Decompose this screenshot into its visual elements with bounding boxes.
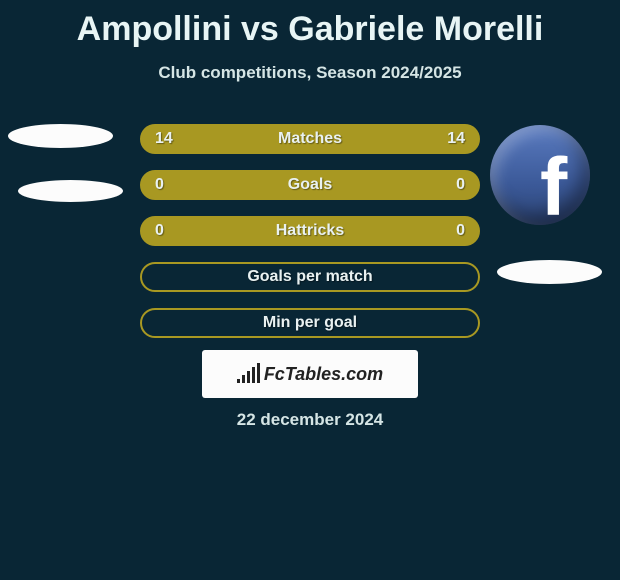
logo-text: FcTables.com bbox=[264, 364, 383, 385]
stat-left-value: 14 bbox=[155, 130, 181, 148]
right-avatar-placeholder bbox=[497, 260, 602, 284]
stat-row-goals-per-match: Goals per match bbox=[140, 262, 480, 292]
stat-row-min-per-goal: Min per goal bbox=[140, 308, 480, 338]
stat-label: Hattricks bbox=[181, 222, 439, 240]
left-avatar-placeholder-2 bbox=[18, 180, 123, 202]
stat-right-value: 0 bbox=[439, 222, 465, 240]
left-avatar-placeholder-1 bbox=[8, 124, 113, 148]
stat-row-goals: 0 Goals 0 bbox=[140, 170, 480, 200]
stat-label: Goals bbox=[181, 176, 439, 194]
date-label: 22 december 2024 bbox=[0, 410, 620, 430]
fctables-logo[interactable]: FcTables.com bbox=[202, 350, 418, 398]
stat-left-value: 0 bbox=[155, 222, 181, 240]
stats-table: 14 Matches 14 0 Goals 0 0 Hattricks 0 Go… bbox=[140, 124, 480, 354]
stat-left-value: 0 bbox=[155, 176, 181, 194]
stat-label: Goals per match bbox=[156, 268, 464, 286]
stat-label: Matches bbox=[181, 130, 439, 148]
page-subtitle: Club competitions, Season 2024/2025 bbox=[0, 63, 620, 83]
facebook-icon[interactable]: f bbox=[490, 125, 590, 225]
stat-right-value: 14 bbox=[439, 130, 465, 148]
logo-bars-icon bbox=[237, 365, 260, 383]
stat-row-hattricks: 0 Hattricks 0 bbox=[140, 216, 480, 246]
stat-right-value: 0 bbox=[439, 176, 465, 194]
stat-row-matches: 14 Matches 14 bbox=[140, 124, 480, 154]
facebook-f-glyph: f bbox=[540, 147, 567, 225]
page-title: Ampollini vs Gabriele Morelli bbox=[0, 0, 620, 49]
stat-label: Min per goal bbox=[156, 314, 464, 332]
